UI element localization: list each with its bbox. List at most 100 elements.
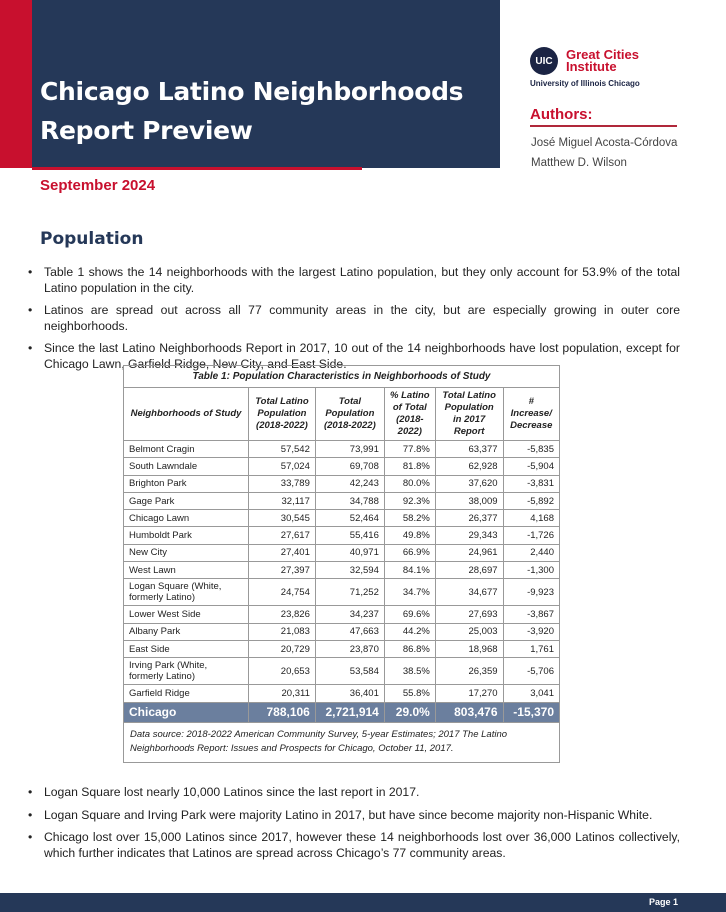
table-cell: 66.9%: [383, 543, 436, 563]
table-cell: 24,754: [248, 578, 316, 607]
university-name: University of Illinois Chicago: [530, 79, 640, 88]
table-cell: Belmont Cragin: [123, 439, 249, 459]
table-cell: 17,270: [434, 684, 504, 703]
table-cell: 23,826: [248, 605, 316, 624]
table-cell: -3,920: [502, 622, 561, 641]
list-item: Chicago lost over 15,000 Latinos since 2…: [28, 830, 680, 861]
table-row: Belmont Cragin 57,542 73,991 77.8% 63,377 -5,…: [123, 439, 561, 459]
table-cell: 71,252: [314, 578, 385, 607]
red-accent-bar: [0, 0, 32, 168]
section-heading: Population: [40, 229, 144, 249]
table-cell: 26,359: [434, 657, 504, 686]
table-row: Gage Park 32,117 34,788 92.3% 38,009 -5,892: [123, 491, 561, 511]
column-header: % Latino of Total (2018-2022): [383, 387, 436, 441]
table-cell: 2,721,914: [314, 701, 385, 723]
table-cell: -3,831: [502, 474, 561, 493]
author-name: José Miguel Acosta-Córdova: [531, 137, 678, 149]
table-cell: -1,300: [502, 561, 561, 580]
table-cell: Gage Park: [123, 491, 249, 511]
table-cell: Albany Park: [123, 622, 249, 641]
table-cell: 84.1%: [383, 561, 436, 580]
table-cell: 25,003: [434, 622, 504, 641]
list-item: Logan Square lost nearly 10,000 Latinos …: [28, 785, 680, 801]
logo-name: Institute: [566, 59, 617, 74]
table-cell: 63,377: [434, 439, 504, 459]
table-cell: -5,892: [502, 491, 561, 511]
table-cell: 788,106: [248, 701, 316, 723]
table-cell: 55,416: [314, 526, 385, 545]
table-cell: 81.8%: [383, 457, 436, 476]
table-cell: 23,870: [314, 639, 385, 659]
column-header: Neighborhoods of Study: [123, 387, 249, 441]
table-cell: 34,788: [314, 491, 385, 511]
list-item: Latinos are spread out across all 77 com…: [28, 303, 680, 334]
table-cell: 69,708: [314, 457, 385, 476]
divider: [32, 167, 362, 170]
table-row: New City 27,401 40,971 66.9% 24,961 2,440: [123, 543, 561, 563]
column-header: Total Population (2018-2022): [314, 387, 385, 441]
table-cell: 29.0%: [383, 701, 436, 723]
table-cell: 20,653: [248, 657, 316, 686]
table-source-note: Data source: 2018-2022 American Communit…: [123, 721, 560, 763]
table-cell: -9,923: [502, 578, 561, 607]
table-cell: -1,726: [502, 526, 561, 545]
table-cell: Chicago Lawn: [123, 509, 249, 528]
table-cell: 34,237: [314, 605, 385, 624]
table-cell: Garfield Ridge: [123, 684, 249, 703]
total-row: Chicago 788,106 2,721,914 29.0% 803,476 -15,3…: [123, 701, 561, 723]
table-cell: 53,584: [314, 657, 385, 686]
table-cell: -3,867: [502, 605, 561, 624]
table-cell: New City: [123, 543, 249, 563]
list-item: Logan Square and Irving Park were majori…: [28, 808, 680, 824]
table-cell: 30,545: [248, 509, 316, 528]
table-cell: 32,117: [248, 491, 316, 511]
table-cell: 27,693: [434, 605, 504, 624]
table-cell: 73,991: [314, 439, 385, 459]
table-cell: 24,961: [434, 543, 504, 563]
gci-logo: UIC Great Cities Institute: [530, 47, 639, 75]
table-cell: 3,041: [502, 684, 561, 703]
table-cell: 20,729: [248, 639, 316, 659]
table-row: Irving Park (White, formerly Latino) 20,6…: [123, 657, 561, 686]
table-cell: 34.7%: [383, 578, 436, 607]
table-cell: 34,677: [434, 578, 504, 607]
report-date: September 2024: [40, 177, 156, 194]
table-cell: 803,476: [434, 701, 504, 723]
table-cell: 55.8%: [383, 684, 436, 703]
logo-name: Great Cities: [566, 47, 639, 62]
table-cell: 58.2%: [383, 509, 436, 528]
table-cell: 26,377: [434, 509, 504, 528]
table-cell: Humboldt Park: [123, 526, 249, 545]
table-cell: South Lawndale: [123, 457, 249, 476]
table-cell: 57,024: [248, 457, 316, 476]
table-cell: 32,594: [314, 561, 385, 580]
table-cell: 38,009: [434, 491, 504, 511]
uic-badge: UIC: [530, 47, 558, 75]
table-cell: 27,617: [248, 526, 316, 545]
table-row: South Lawndale 57,024 69,708 81.8% 62,928 -5,…: [123, 457, 561, 476]
table-cell: Chicago: [123, 701, 249, 723]
table-cell: East Side: [123, 639, 249, 659]
table-cell: 40,971: [314, 543, 385, 563]
table-cell: 42,243: [314, 474, 385, 493]
table-cell: 38.5%: [383, 657, 436, 686]
author-name: Matthew D. Wilson: [531, 157, 627, 169]
authors-heading: Authors:: [530, 106, 593, 123]
table-cell: Brighton Park: [123, 474, 249, 493]
table-cell: Lower West Side: [123, 605, 249, 624]
table-cell: 62,928: [434, 457, 504, 476]
list-item: Table 1 shows the 14 neighborhoods with …: [28, 265, 680, 296]
table-cell: 69.6%: [383, 605, 436, 624]
table-cell: 2,440: [502, 543, 561, 563]
table-cell: West Lawn: [123, 561, 249, 580]
table-cell: 29,343: [434, 526, 504, 545]
table-caption: Table 1: Population Characteristics in N…: [123, 365, 560, 388]
table-cell: -5,706: [502, 657, 561, 686]
page-number: Page 1: [648, 897, 678, 907]
table-cell: -5,835: [502, 439, 561, 459]
table-cell: 33,789: [248, 474, 316, 493]
table-row: Chicago Lawn 30,545 52,464 58.2% 26,377 4,168: [123, 509, 561, 528]
table-cell: Logan Square (White, formerly Latino): [123, 578, 249, 607]
table-row: Brighton Park 33,789 42,243 80.0% 37,620 -3,8…: [123, 474, 561, 493]
table-row: Lower West Side 23,826 34,237 69.6% 27,693 -3…: [123, 605, 561, 624]
